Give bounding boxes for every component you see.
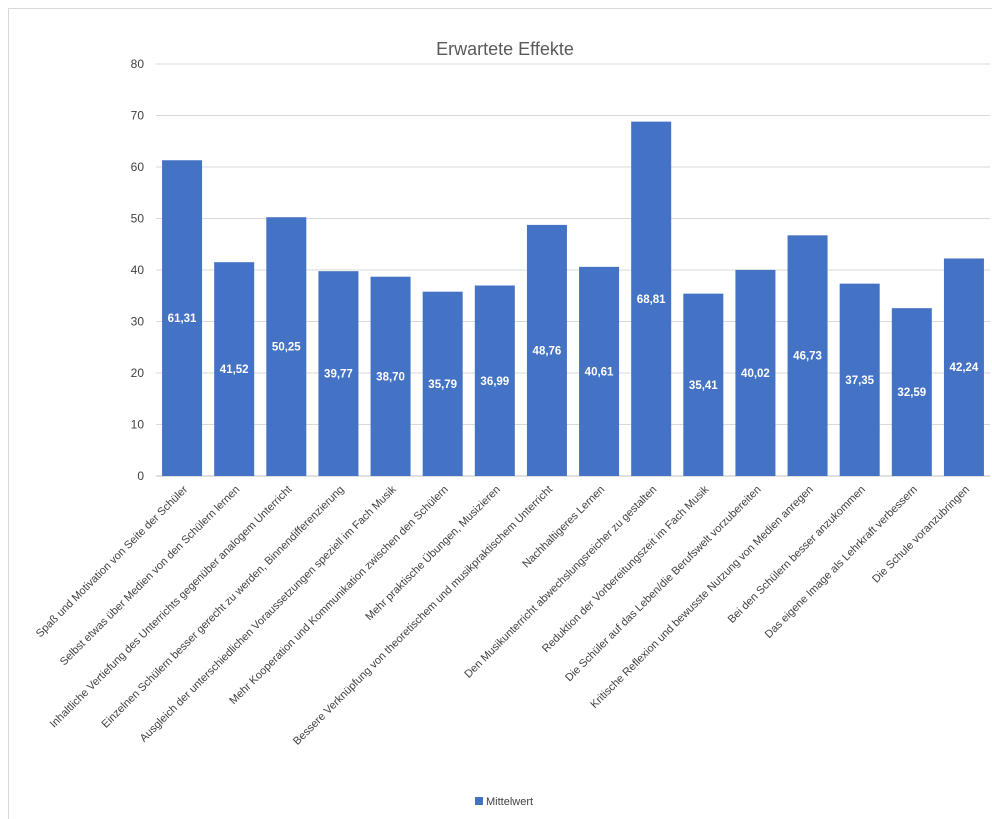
y-tick-label: 10 (131, 418, 145, 432)
bar (683, 293, 724, 476)
legend: Mittelwert (475, 796, 533, 808)
bar (579, 266, 620, 476)
bar (526, 224, 567, 476)
data-label: 36,99 (480, 376, 509, 388)
x-category-label: Selbst etwas über Medien von den Schüler… (58, 484, 242, 668)
y-tick-label: 40 (131, 263, 145, 277)
bar (318, 271, 359, 476)
chart-title: Erwartete Effekte (436, 39, 574, 59)
data-label: 37,35 (845, 375, 874, 387)
data-label: 40,61 (585, 366, 614, 378)
bar (631, 121, 672, 476)
data-label: 50,25 (272, 342, 301, 354)
chart-frame (8, 8, 992, 819)
bar (891, 308, 932, 476)
bar (370, 276, 411, 476)
data-label: 40,02 (741, 368, 770, 380)
x-category-label: Inhaltliche Vertiefung des Unterrichts g… (48, 484, 295, 731)
bar (735, 269, 776, 476)
bar (787, 235, 828, 476)
data-label: 35,79 (428, 379, 457, 391)
y-tick-label: 80 (131, 57, 145, 71)
data-label: 35,41 (689, 380, 718, 392)
y-axis-ticks: 0 10 20 30 40 50 60 70 80 (131, 57, 145, 483)
data-label: 42,24 (950, 362, 979, 374)
data-label: 32,59 (897, 387, 926, 399)
bar (214, 262, 255, 476)
data-label: 39,77 (324, 369, 353, 381)
bar (162, 160, 203, 477)
data-label: 68,81 (637, 294, 666, 306)
x-axis-categories: Spaß und Motivation von Seite der Schüle… (34, 483, 972, 747)
bar (422, 291, 463, 476)
data-label: 61,31 (168, 313, 197, 325)
legend-label: Mittelwert (486, 796, 533, 808)
x-category-label: Die Schüler auf das Leben/die Berufswelt… (563, 484, 763, 684)
data-label: 46,73 (793, 351, 822, 363)
bar (266, 217, 307, 476)
bar (943, 258, 984, 476)
y-tick-label: 20 (131, 366, 145, 380)
bars (162, 121, 984, 477)
y-tick-label: 60 (131, 160, 145, 174)
data-labels: 61,31 41,52 50,25 39,77 38,70 35,79 36,99 48,76… (168, 294, 979, 399)
x-category-label: Die Schule voranzubringen (870, 484, 972, 586)
x-category-label: Einzelnen Schülern besser gerecht zu wer… (100, 484, 347, 731)
y-tick-label: 70 (131, 109, 145, 123)
bar (474, 285, 515, 476)
bar (839, 283, 880, 476)
y-tick-label: 0 (137, 469, 144, 483)
y-tick-label: 50 (131, 212, 145, 226)
y-tick-label: 30 (131, 315, 145, 329)
data-label: 38,70 (376, 371, 405, 383)
legend-swatch (475, 797, 483, 805)
x-category-label: Ausgleich der unterschiedlichen Vorausse… (138, 483, 399, 744)
data-label: 41,52 (220, 364, 249, 376)
x-category-label: Den Musikunterricht abwechslungsreicher … (462, 484, 659, 681)
x-category-label: Bessere Verknüpfung von theoretischem un… (291, 484, 555, 748)
data-label: 48,76 (533, 345, 562, 357)
